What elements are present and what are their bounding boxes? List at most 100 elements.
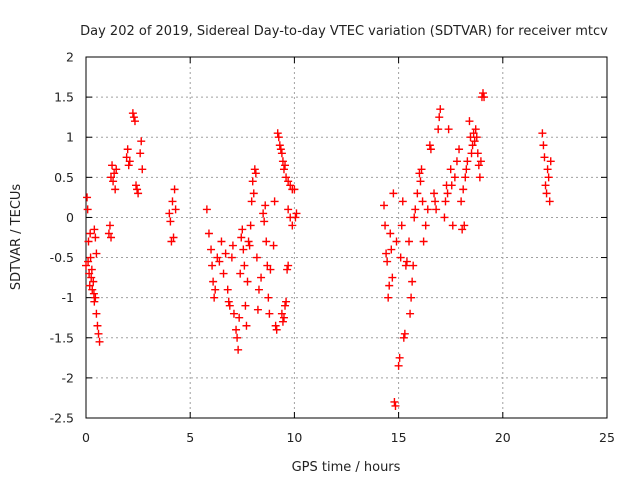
y-tick-label: 1.5 (54, 90, 74, 105)
data-point (129, 113, 138, 122)
data-point (431, 197, 440, 206)
data-point (108, 161, 117, 170)
data-point (545, 197, 554, 206)
data-point (246, 221, 255, 230)
data-point (125, 157, 134, 166)
y-tick-label: 0 (66, 210, 74, 225)
data-point (399, 333, 408, 342)
data-point (123, 145, 132, 154)
data-point (396, 253, 405, 262)
data-point (138, 165, 147, 174)
data-point (388, 273, 397, 282)
data-point (204, 229, 213, 238)
data-point (409, 261, 418, 270)
data-point (290, 185, 299, 194)
data-point (279, 313, 288, 322)
data-point (248, 177, 257, 186)
data-point (169, 233, 178, 242)
data-point (266, 265, 275, 274)
data-point (434, 125, 443, 134)
data-point (476, 157, 485, 166)
data-point (436, 105, 445, 114)
data-point (227, 253, 236, 262)
data-point (122, 153, 131, 162)
data-point (419, 237, 428, 246)
data-point (261, 201, 270, 210)
data-point (283, 265, 292, 274)
data-point (446, 165, 455, 174)
data-point (166, 217, 175, 226)
data-point (223, 285, 232, 294)
data-point (95, 337, 104, 346)
data-point (277, 149, 286, 158)
data-point (389, 189, 398, 198)
y-tick-label: -2.5 (50, 411, 74, 426)
y-tick-label: 2 (66, 50, 74, 65)
data-point (242, 321, 251, 330)
data-point (469, 129, 478, 138)
data-point (441, 197, 450, 206)
data-point (88, 285, 97, 294)
data-point (416, 177, 425, 186)
data-point (468, 141, 477, 150)
data-point (257, 273, 266, 282)
data-point (415, 169, 424, 178)
data-point (479, 89, 488, 98)
data-point (249, 189, 258, 198)
data-point (418, 197, 427, 206)
data-point (458, 225, 467, 234)
x-axis-label: GPS time / hours (292, 460, 401, 475)
data-point (284, 205, 293, 214)
data-point (282, 297, 291, 306)
data-point (90, 225, 99, 234)
data-point (272, 325, 281, 334)
data-point (219, 269, 228, 278)
data-point (235, 313, 244, 322)
data-point (107, 233, 116, 242)
data-point (286, 181, 295, 190)
data-point (457, 197, 466, 206)
data-point (111, 185, 120, 194)
data-point (413, 189, 422, 198)
data-point (421, 221, 430, 230)
data-point (240, 261, 249, 270)
data-point (278, 157, 287, 166)
data-point (94, 329, 103, 338)
data-point (380, 201, 389, 210)
data-point (425, 141, 434, 150)
data-point (236, 269, 245, 278)
data-point (232, 325, 241, 334)
data-point (480, 93, 489, 102)
data-point (281, 161, 290, 170)
data-point (237, 233, 246, 242)
x-tick-label: 0 (82, 430, 90, 445)
y-tick-label: 0.5 (54, 170, 74, 185)
data-point (83, 205, 92, 214)
data-point (402, 257, 411, 266)
data-point (243, 277, 252, 286)
data-point (87, 265, 96, 274)
data-point (278, 317, 287, 326)
data-point (284, 261, 293, 270)
data-point (269, 241, 278, 250)
data-point (137, 137, 146, 146)
data-point (90, 297, 99, 306)
data-point (252, 253, 261, 262)
data-point (385, 281, 394, 290)
data-point (167, 237, 176, 246)
data-point (263, 261, 272, 270)
data-point (544, 173, 553, 182)
data-point (462, 165, 471, 174)
data-point (202, 205, 211, 214)
data-point (262, 237, 271, 246)
y-tick-label: -2 (62, 370, 74, 385)
data-point (401, 261, 410, 270)
data-point (448, 221, 457, 230)
data-point (273, 129, 282, 138)
data-point (86, 229, 95, 238)
data-point (132, 181, 141, 190)
data-point (400, 329, 409, 338)
data-point (165, 209, 174, 218)
data-point (397, 221, 406, 230)
